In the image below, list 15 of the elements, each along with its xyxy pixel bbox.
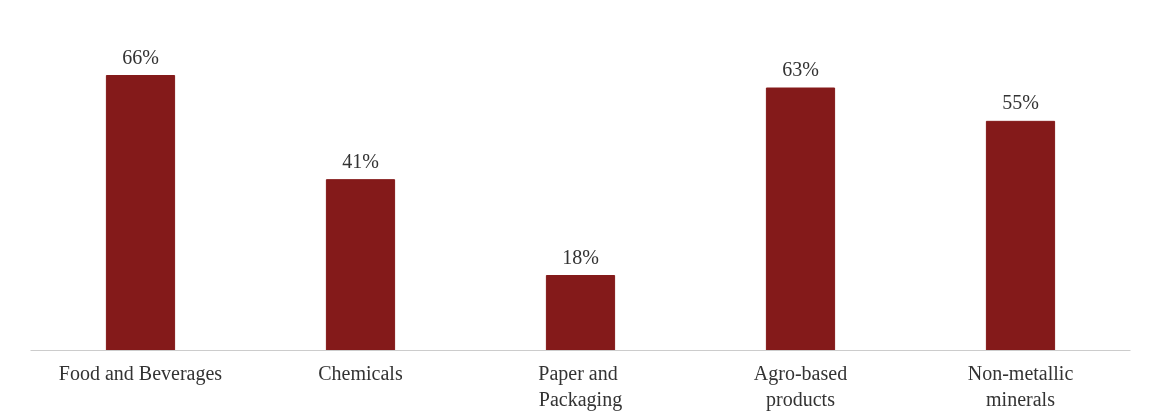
bar [105, 75, 176, 351]
data-label: 66% [122, 45, 159, 68]
data-label: 41% [342, 149, 379, 172]
bar [985, 120, 1056, 351]
data-label: 55% [1002, 91, 1039, 114]
bar [765, 87, 836, 351]
data-label: 18% [562, 245, 599, 268]
x-tick-label: Agro-based products [753, 361, 848, 411]
x-tick-label: Food and Beverages [58, 361, 223, 385]
bar [545, 275, 616, 351]
x-tick-label: Paper and Packaging [538, 361, 623, 411]
x-tick-label: Non-metallic minerals [967, 361, 1074, 410]
data-label: 63% [782, 58, 819, 80]
x-tick-label: Chemicals [318, 361, 403, 384]
bar [325, 179, 396, 351]
